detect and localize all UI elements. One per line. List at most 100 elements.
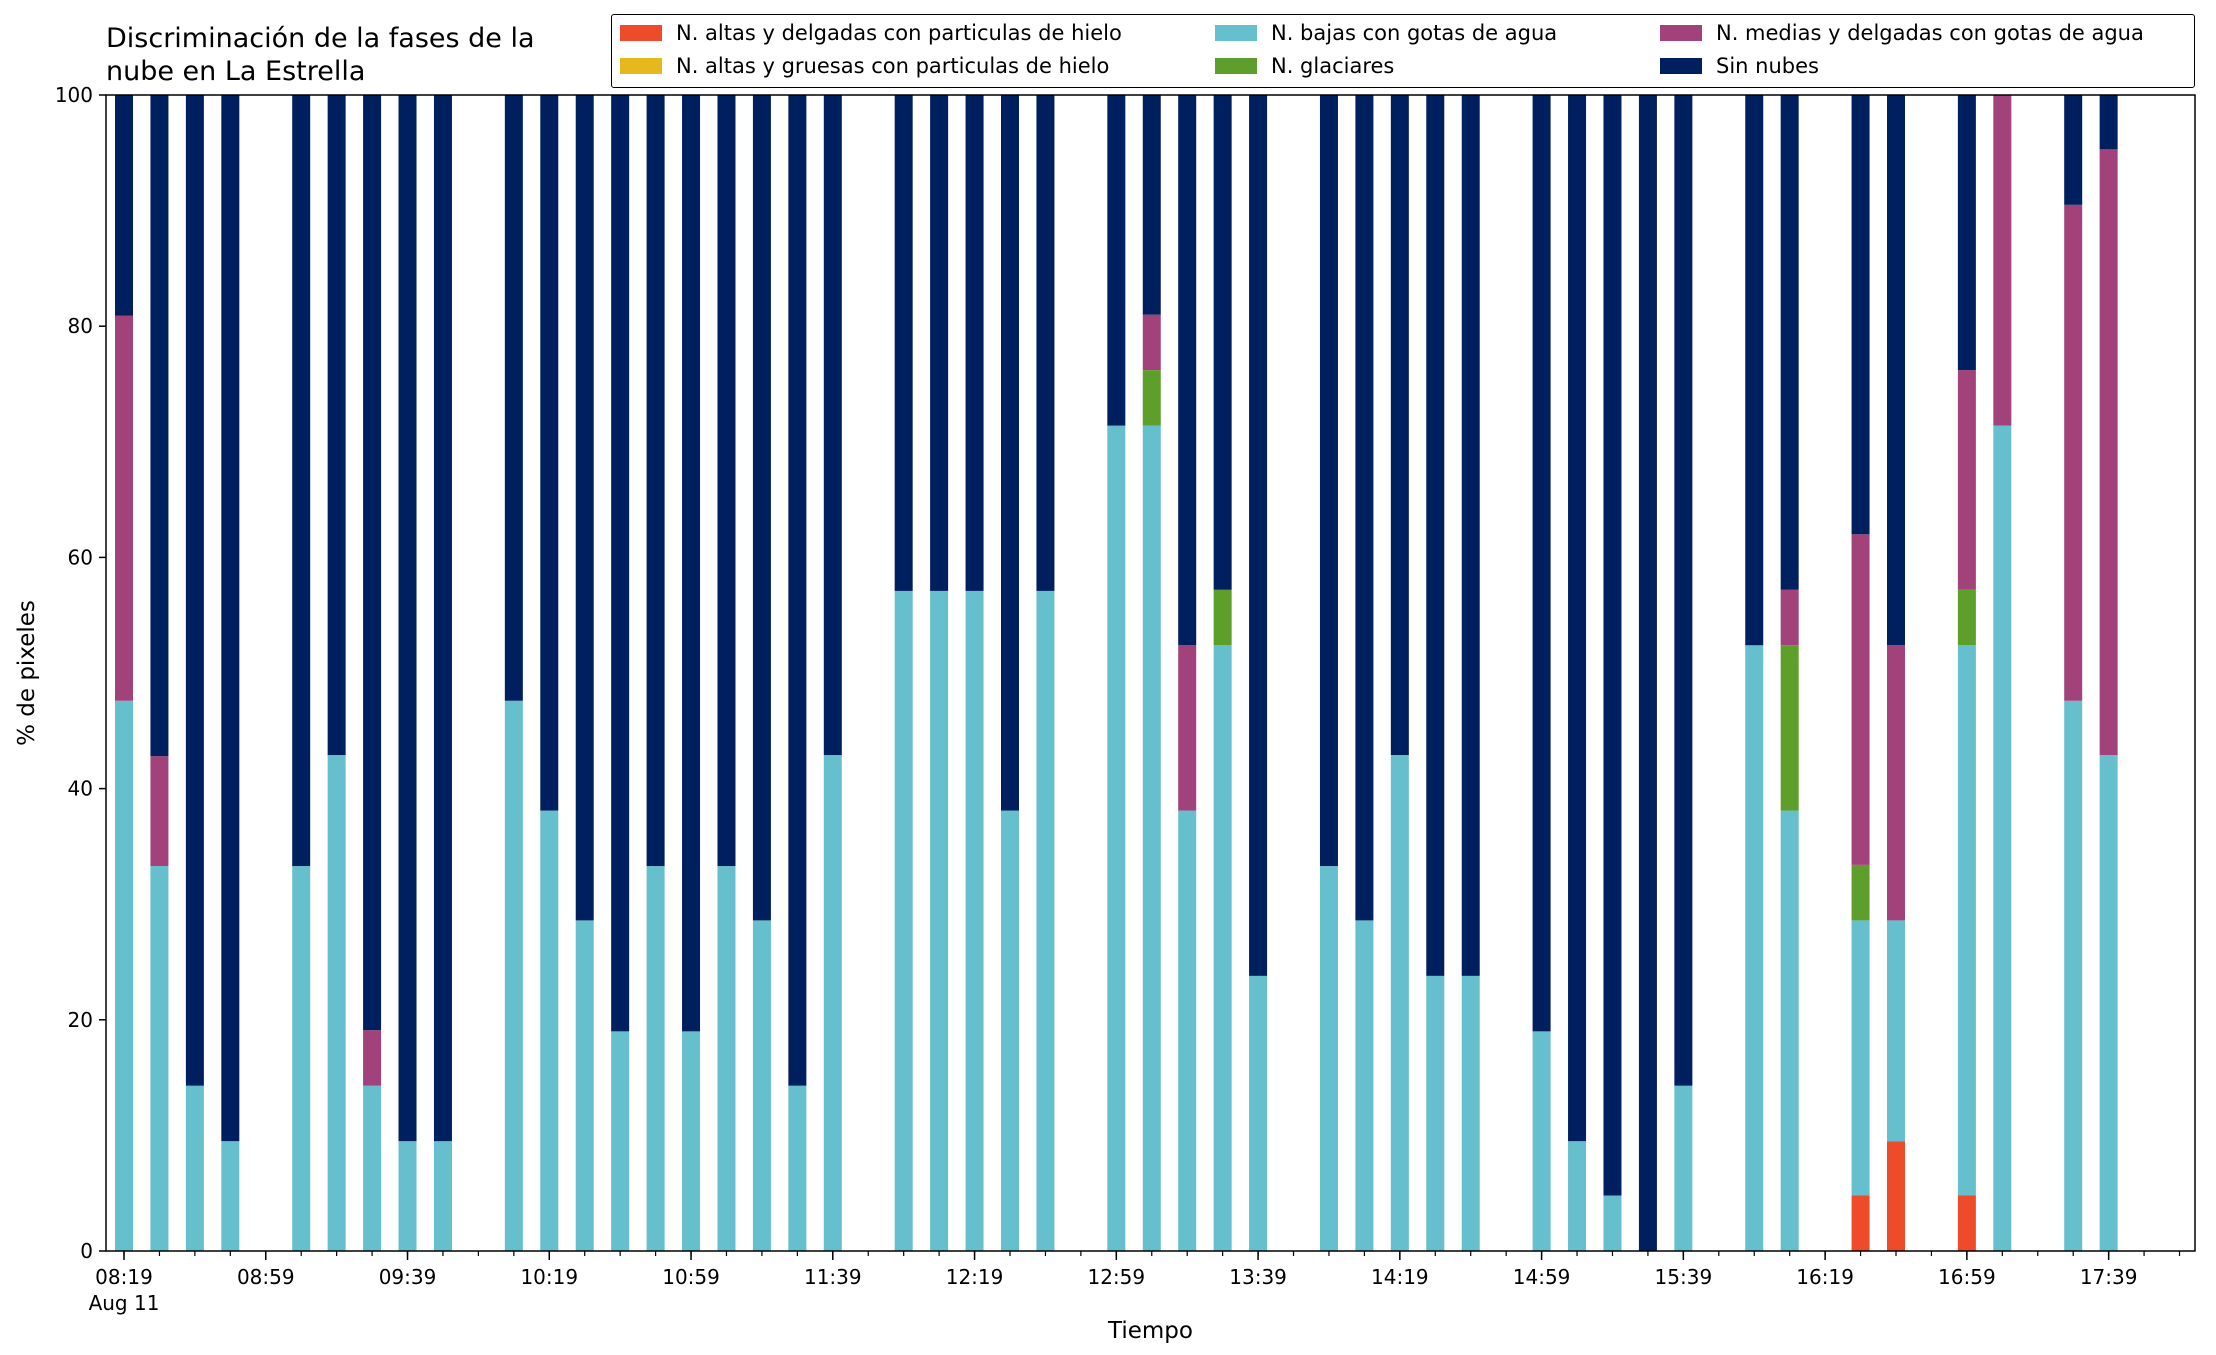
- bar-segment: [682, 95, 701, 1032]
- legend-item: N. medias y delgadas con gotas de agua: [1660, 21, 2144, 45]
- bar-segment: [965, 590, 984, 1251]
- chart-title: Discriminación de la fases de la nube en…: [106, 23, 535, 87]
- bar-segment: [1213, 645, 1232, 1251]
- x-tick-label: 14:59: [1513, 1265, 1571, 1289]
- bar-stack-1409: [1355, 95, 1374, 1251]
- bar-segment: [1957, 645, 1976, 1196]
- bar-stack-1239: [1036, 95, 1055, 1251]
- legend-swatch: [1215, 25, 1257, 41]
- bar-segment: [965, 95, 984, 591]
- bar-stack-1339: [1249, 95, 1268, 1251]
- bar-stack-0909: [292, 95, 311, 1251]
- bar-stack-1019: [540, 95, 559, 1251]
- legend-item: N. bajas con gotas de agua: [1215, 21, 1557, 45]
- bar-segment: [1993, 425, 2012, 1252]
- x-date-label: Aug 11: [89, 1291, 160, 1315]
- bar-segment: [1957, 1195, 1976, 1251]
- bar-segment: [363, 1085, 382, 1251]
- bar-segment: [398, 1141, 417, 1251]
- legend-swatch: [620, 25, 662, 41]
- x-tick-label: 10:59: [662, 1265, 720, 1289]
- bar-segment: [930, 95, 949, 591]
- bar-segment: [1780, 810, 1799, 1251]
- x-tick-label: 11:39: [804, 1265, 862, 1289]
- bar-segment: [221, 1141, 240, 1251]
- legend-item: N. altas y delgadas con particulas de hi…: [620, 21, 1122, 45]
- legend-item: Sin nubes: [1660, 54, 1819, 78]
- bar-segment: [1957, 370, 1976, 590]
- bar-segment: [1249, 975, 1268, 1251]
- bar-stack-0839: [185, 95, 204, 1251]
- bar-segment: [1178, 645, 1197, 811]
- bar-stack-1109: [717, 95, 736, 1251]
- x-tick-label: 08:19: [95, 1265, 153, 1289]
- bar-segment: [327, 755, 346, 1251]
- bar-stack-1439: [1461, 95, 1480, 1251]
- bar-segment: [2099, 95, 2118, 150]
- x-tick-label: 09:39: [379, 1265, 437, 1289]
- bar-segment: [1319, 95, 1338, 867]
- bar-stack-0949: [433, 95, 452, 1251]
- bar-stack-1609: [1780, 95, 1799, 1251]
- bar-stack-0819: [115, 95, 133, 1251]
- bar-stack-1629: [1851, 95, 1870, 1251]
- bar-stack-0919: [327, 95, 346, 1251]
- bar-segment: [1851, 95, 1870, 535]
- bar-segment: [1851, 1195, 1870, 1251]
- bar-stack-1219: [965, 95, 984, 1251]
- bar-segment: [1213, 589, 1232, 646]
- bar-segment: [1461, 975, 1480, 1251]
- y-tick-label: 40: [68, 777, 93, 801]
- bar-segment: [1568, 95, 1587, 1142]
- bar-stack-1509: [1568, 95, 1587, 1251]
- bar-segment: [2064, 700, 2083, 1251]
- bar-segment: [752, 920, 771, 1251]
- bar-segment: [2064, 95, 2083, 205]
- x-tick-label: 12:19: [946, 1265, 1004, 1289]
- bar-segment: [682, 1031, 701, 1251]
- bar-stack-1049: [646, 95, 665, 1251]
- bar-segment: [788, 95, 807, 1086]
- bar-segment: [1957, 95, 1976, 371]
- bar-segment: [1036, 590, 1055, 1251]
- bar-segment: [115, 315, 133, 701]
- bar-segment: [1887, 645, 1905, 921]
- bar-segment: [1603, 1195, 1622, 1251]
- bar-segment: [1780, 589, 1799, 646]
- bar-segment: [1851, 920, 1870, 1196]
- legend-item: N. glaciares: [1215, 54, 1394, 78]
- legend-label: Sin nubes: [1716, 54, 1819, 78]
- bar-segment: [930, 590, 949, 1251]
- bar-segment: [1036, 95, 1055, 591]
- bar-segment: [292, 866, 311, 1251]
- bar-segment: [1780, 645, 1799, 811]
- x-tick-label: 12:59: [1087, 1265, 1145, 1289]
- bar-segment: [1851, 534, 1870, 865]
- x-tick-label: 14:19: [1371, 1265, 1429, 1289]
- bar-segment: [540, 810, 559, 1251]
- bar-stack-1639: [1887, 95, 1905, 1251]
- bar-segment: [2099, 149, 2118, 756]
- bar-segment: [2064, 204, 2083, 701]
- axes-frame: [105, 94, 2196, 1252]
- x-tick-label: 13:39: [1229, 1265, 1287, 1289]
- bar-segment: [1355, 920, 1374, 1251]
- bar-segment: [1426, 95, 1445, 976]
- bar-stack-1529: [1638, 95, 1657, 1251]
- bar-segment: [1142, 425, 1161, 1252]
- bar-segment: [150, 866, 169, 1251]
- bar-segment: [575, 95, 594, 921]
- bar-stack-1739: [2099, 95, 2118, 1251]
- legend-label: N. bajas con gotas de agua: [1271, 21, 1558, 45]
- bar-segment: [221, 95, 240, 1142]
- bar-stack-1209: [930, 95, 949, 1251]
- x-tick-label: 17:39: [2080, 1265, 2138, 1289]
- bar-segment: [1568, 1141, 1587, 1251]
- x-tick-label: 08:59: [237, 1265, 295, 1289]
- bar-segment: [1426, 975, 1445, 1251]
- legend-label: N. glaciares: [1271, 54, 1395, 78]
- legend-swatch: [620, 58, 662, 74]
- bar-segment: [398, 95, 417, 1142]
- bar-stack-0829: [150, 95, 169, 1251]
